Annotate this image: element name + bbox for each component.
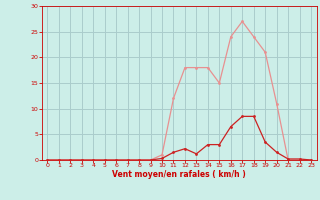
X-axis label: Vent moyen/en rafales ( km/h ): Vent moyen/en rafales ( km/h )	[112, 170, 246, 179]
